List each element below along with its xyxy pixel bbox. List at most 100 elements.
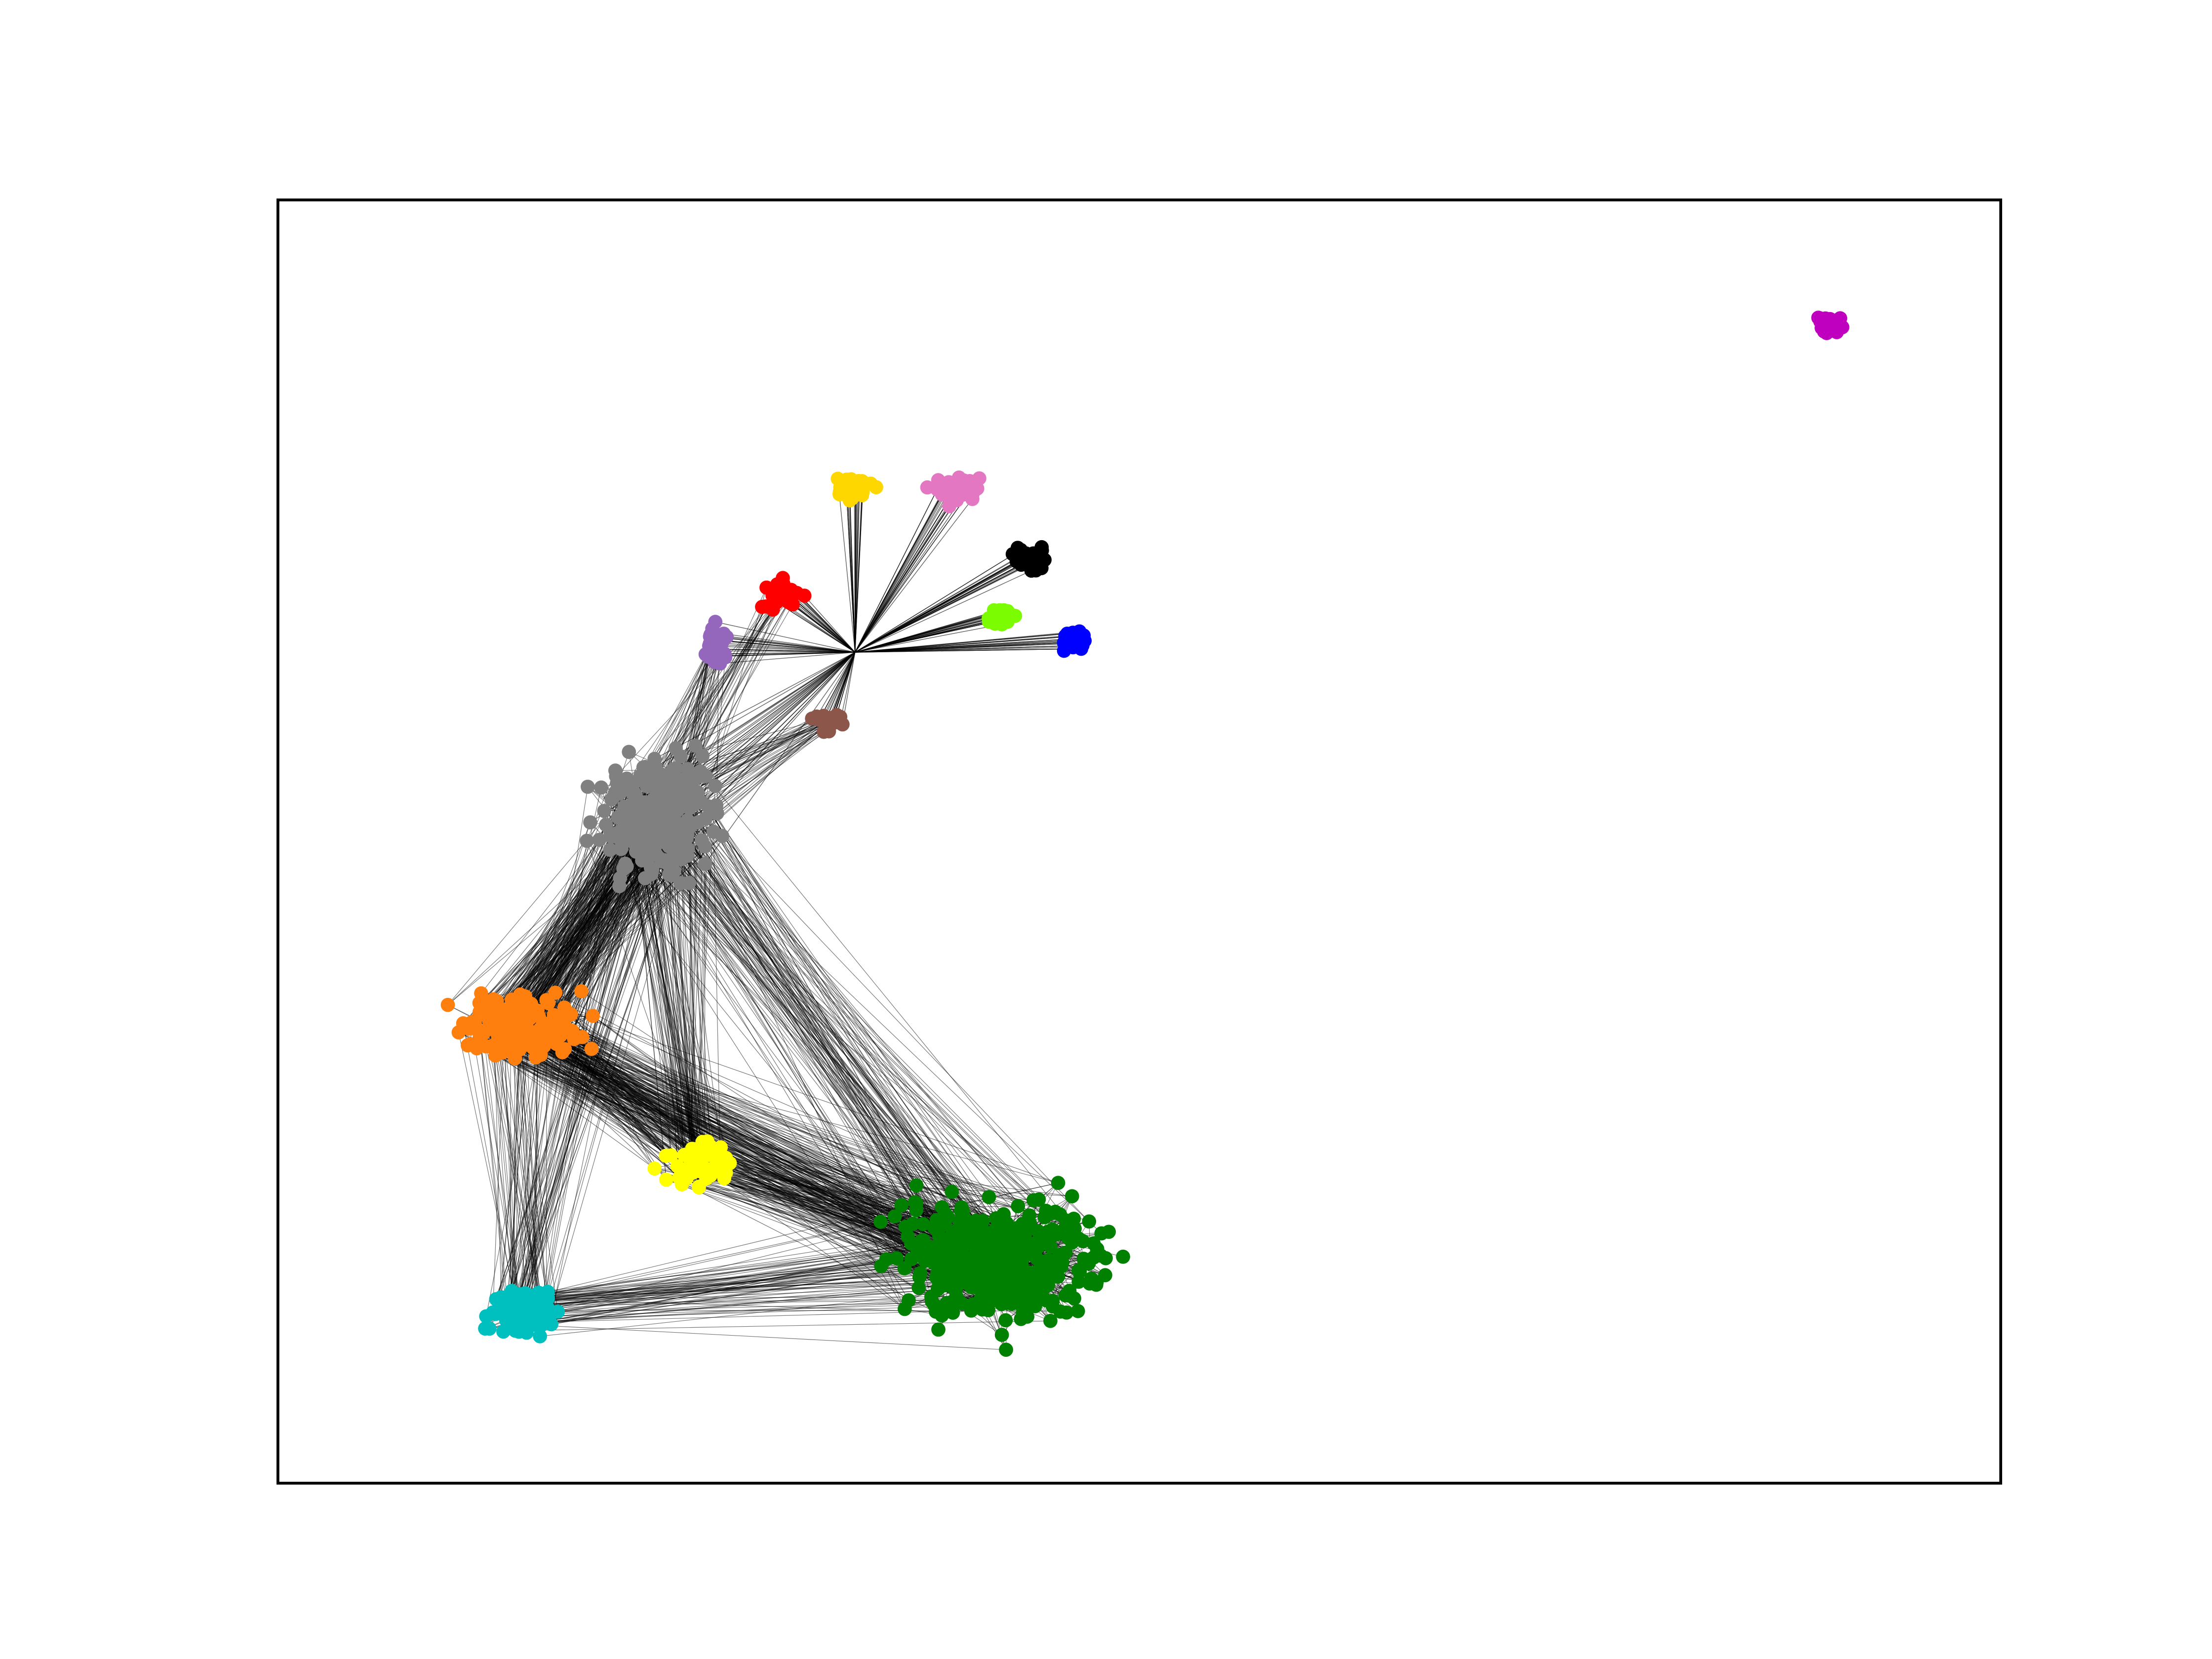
edge xyxy=(791,596,856,653)
edge xyxy=(690,1171,932,1251)
edge xyxy=(855,636,1070,653)
node xyxy=(1002,1235,1016,1250)
node xyxy=(698,857,712,871)
node xyxy=(476,1026,491,1041)
edge xyxy=(507,825,606,1306)
node xyxy=(919,1252,933,1267)
edge xyxy=(542,1031,1089,1222)
edge xyxy=(816,652,856,717)
edge xyxy=(678,807,1056,1261)
node xyxy=(488,1006,502,1021)
node xyxy=(626,809,641,824)
edge xyxy=(509,1019,537,1309)
node xyxy=(928,1304,943,1319)
node xyxy=(638,871,652,885)
edge xyxy=(546,883,681,1000)
node xyxy=(706,825,721,839)
node xyxy=(651,786,665,801)
node xyxy=(603,842,617,857)
node xyxy=(932,1277,947,1292)
edge xyxy=(687,769,985,1267)
edge xyxy=(509,1037,583,1303)
edge xyxy=(623,809,1106,1276)
node xyxy=(670,1159,685,1174)
edge xyxy=(819,652,856,720)
node xyxy=(689,1150,704,1165)
node xyxy=(1042,1206,1057,1221)
node xyxy=(673,844,687,859)
node xyxy=(1048,1267,1063,1282)
edge xyxy=(484,834,659,1329)
edge xyxy=(855,489,938,653)
edge xyxy=(692,1148,1072,1197)
node xyxy=(996,1249,1011,1264)
edge xyxy=(705,819,999,1240)
node xyxy=(526,1008,541,1022)
edge xyxy=(644,878,693,1149)
node xyxy=(917,1238,932,1253)
edge xyxy=(634,843,1034,1201)
node xyxy=(913,1266,928,1280)
edge xyxy=(712,652,855,657)
edge xyxy=(690,803,698,1160)
edge xyxy=(804,595,856,653)
node xyxy=(694,795,709,809)
node xyxy=(580,833,594,848)
edge xyxy=(623,809,687,1179)
edge xyxy=(646,592,787,787)
node xyxy=(504,1013,519,1027)
node xyxy=(533,1329,547,1343)
edge xyxy=(618,817,700,1187)
node xyxy=(1099,1251,1113,1265)
node xyxy=(505,1044,520,1058)
node xyxy=(964,1303,979,1318)
edge xyxy=(458,1032,517,1308)
edge xyxy=(855,640,1078,653)
node xyxy=(994,1328,1009,1342)
edge xyxy=(654,802,1037,1272)
node xyxy=(655,797,670,812)
node xyxy=(611,810,626,825)
node xyxy=(669,741,683,755)
node xyxy=(902,1293,916,1307)
node xyxy=(539,993,554,1007)
node xyxy=(694,833,709,848)
edge xyxy=(705,1154,1050,1214)
node xyxy=(1053,1304,1067,1319)
edge xyxy=(855,550,1021,653)
edge xyxy=(1052,1238,1079,1307)
edge xyxy=(855,492,967,653)
node xyxy=(874,1259,888,1273)
node xyxy=(677,1147,692,1162)
edge xyxy=(855,561,1017,653)
node xyxy=(1070,1304,1085,1318)
node xyxy=(1094,1226,1109,1241)
edge xyxy=(524,821,649,1299)
node xyxy=(478,1321,492,1336)
edge xyxy=(855,564,1029,653)
edge xyxy=(710,635,855,653)
node xyxy=(952,1231,966,1246)
node xyxy=(1030,1224,1045,1238)
edge xyxy=(532,1324,1006,1350)
edge xyxy=(654,652,856,759)
node xyxy=(474,986,488,1001)
node xyxy=(665,858,679,873)
node xyxy=(682,875,696,890)
edge xyxy=(625,863,1054,1213)
edge xyxy=(855,645,1083,653)
edge xyxy=(796,592,856,653)
edge xyxy=(837,478,856,653)
edge xyxy=(447,831,654,1005)
node xyxy=(619,859,634,874)
node xyxy=(584,1042,599,1056)
node xyxy=(622,745,636,759)
edge xyxy=(643,597,792,768)
node xyxy=(718,1165,733,1180)
edge xyxy=(855,484,952,653)
edge xyxy=(855,553,1027,653)
edge xyxy=(514,1038,1059,1184)
node xyxy=(651,766,666,780)
node xyxy=(1072,1264,1087,1279)
